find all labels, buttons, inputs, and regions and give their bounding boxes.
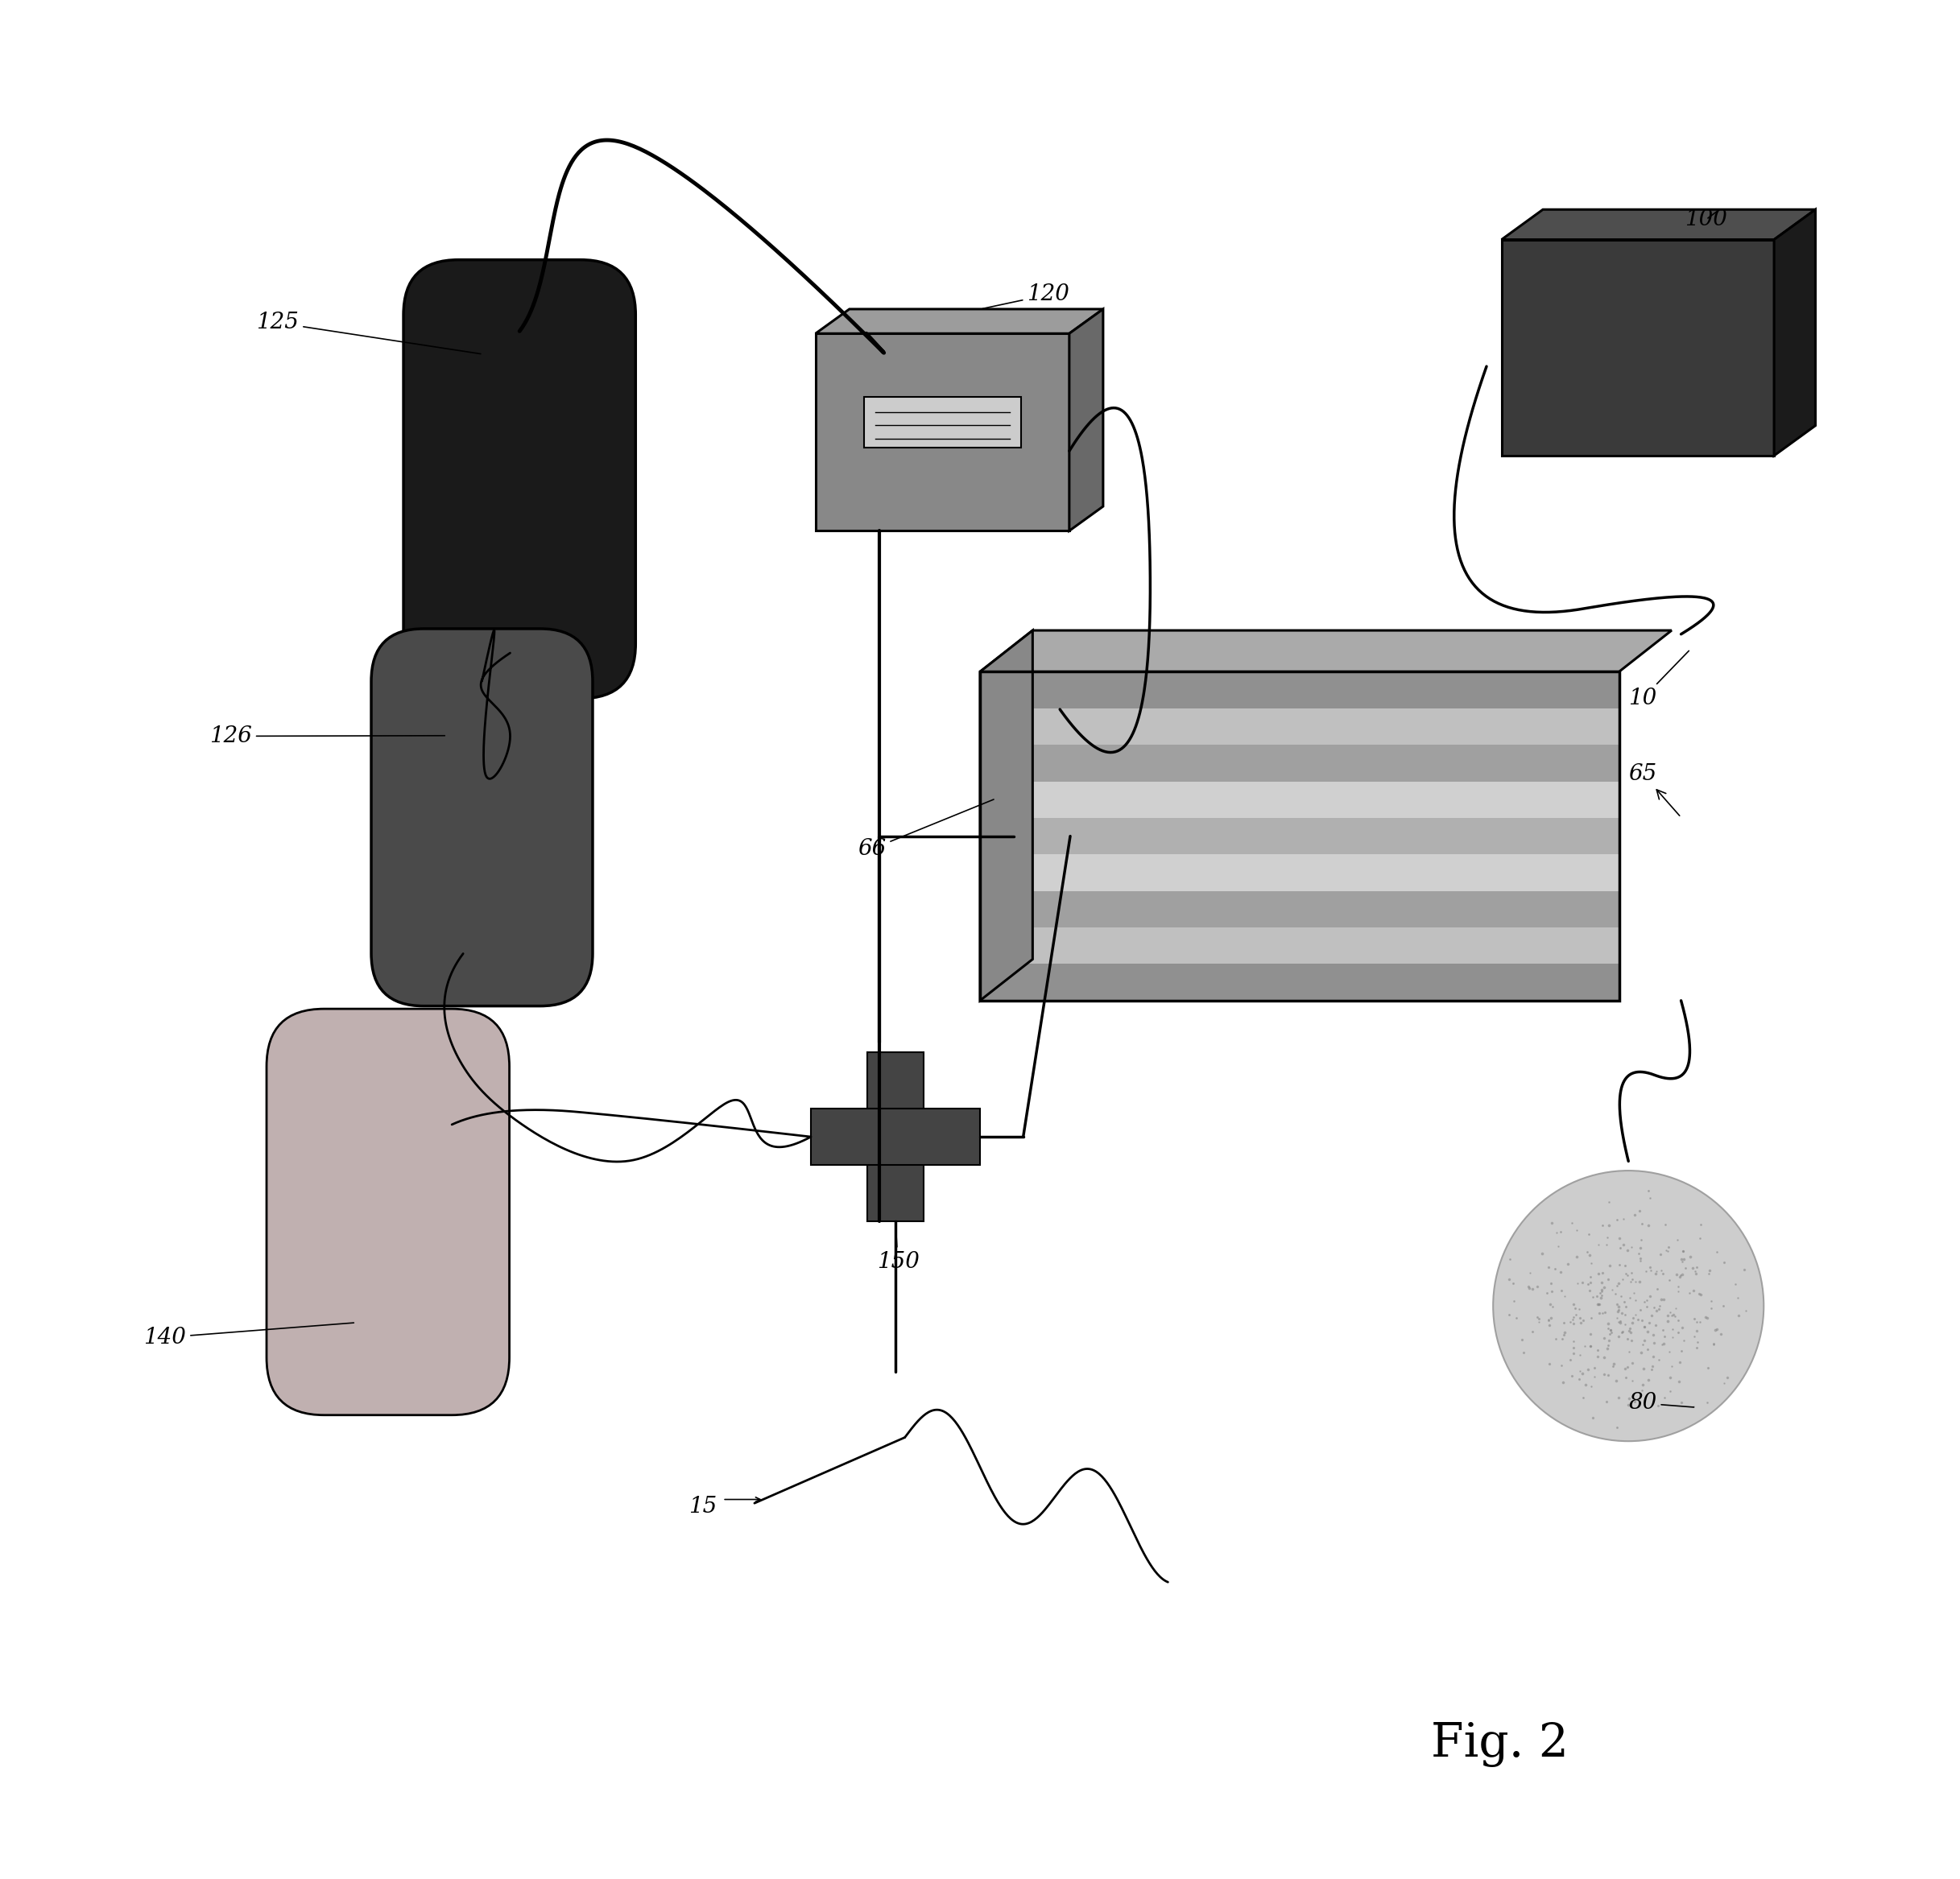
FancyBboxPatch shape bbox=[267, 1009, 510, 1415]
Text: Fig. 2: Fig. 2 bbox=[1431, 1723, 1568, 1768]
Text: 120: 120 bbox=[982, 284, 1070, 308]
Text: 140: 140 bbox=[143, 1323, 355, 1349]
Ellipse shape bbox=[1494, 1171, 1764, 1441]
Text: 125: 125 bbox=[257, 312, 480, 353]
Text: 65: 65 bbox=[1629, 763, 1680, 815]
Polygon shape bbox=[980, 631, 1672, 673]
Text: 150: 150 bbox=[876, 1223, 919, 1274]
Bar bbox=[980, 962, 1619, 1002]
Text: 66: 66 bbox=[858, 799, 994, 861]
Bar bbox=[980, 926, 1619, 964]
Text: 100: 100 bbox=[1686, 209, 1727, 231]
Text: 10: 10 bbox=[1629, 650, 1690, 710]
Text: 126: 126 bbox=[210, 725, 445, 748]
Bar bbox=[815, 334, 1070, 532]
Bar bbox=[980, 673, 1619, 1002]
Bar bbox=[811, 1109, 980, 1165]
Bar bbox=[866, 1052, 923, 1221]
FancyBboxPatch shape bbox=[370, 629, 592, 1005]
Polygon shape bbox=[1774, 210, 1815, 457]
Polygon shape bbox=[1501, 210, 1815, 241]
FancyBboxPatch shape bbox=[404, 259, 635, 699]
Text: 15: 15 bbox=[688, 1496, 717, 1518]
Polygon shape bbox=[1070, 310, 1103, 532]
Polygon shape bbox=[815, 310, 1103, 334]
Bar bbox=[980, 742, 1619, 782]
Polygon shape bbox=[980, 631, 1033, 1002]
Bar bbox=[980, 780, 1619, 817]
Bar bbox=[980, 707, 1619, 744]
Bar bbox=[1501, 241, 1774, 457]
Bar bbox=[980, 671, 1619, 708]
Bar bbox=[864, 396, 1021, 447]
Bar bbox=[980, 853, 1619, 891]
Bar bbox=[980, 889, 1619, 928]
Text: 80: 80 bbox=[1629, 1392, 1693, 1415]
Bar bbox=[980, 815, 1619, 855]
